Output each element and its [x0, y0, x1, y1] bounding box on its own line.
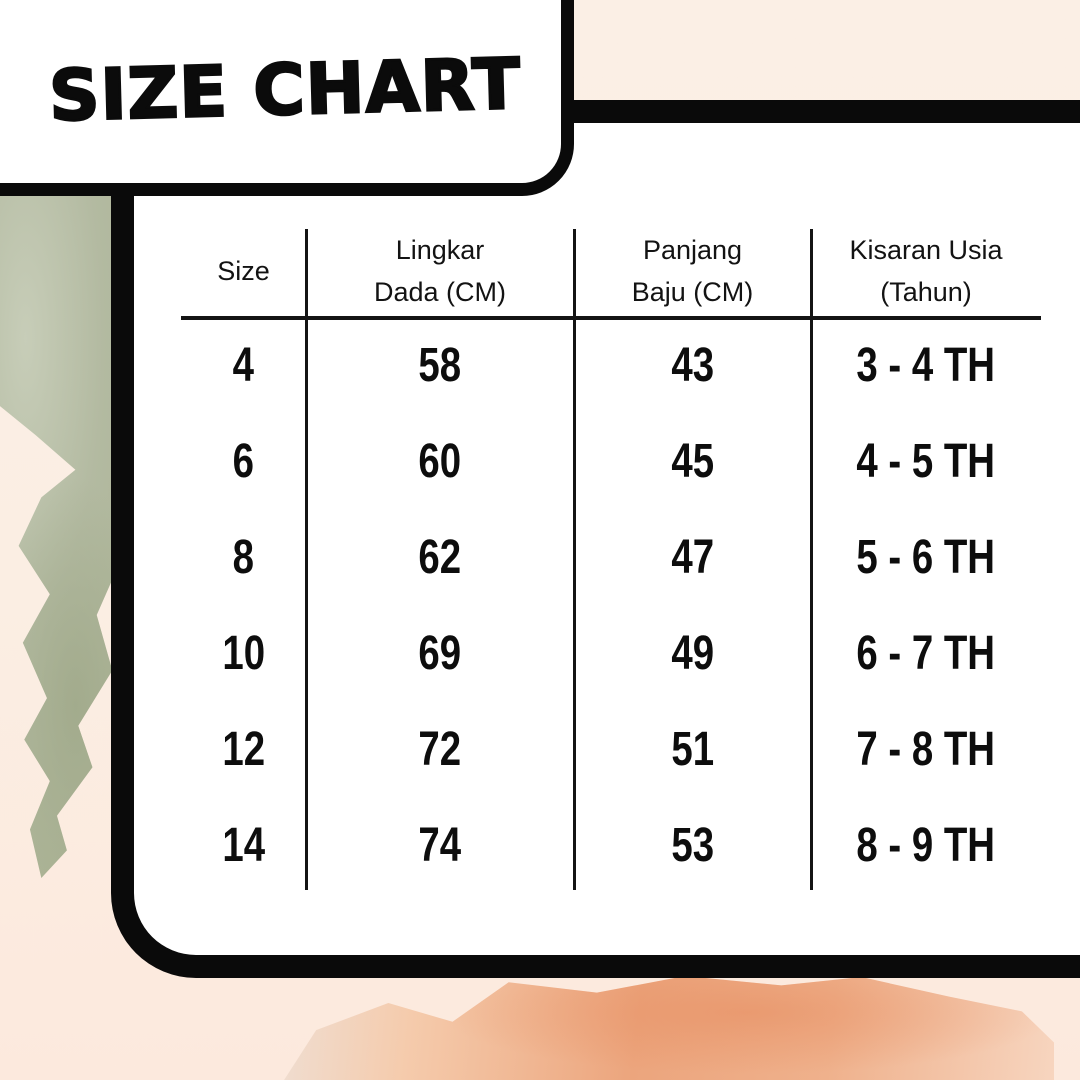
- column-divider: [573, 229, 576, 890]
- table-cell-size: 14: [222, 818, 265, 872]
- table-cell-lingkar-dada: 60: [418, 434, 462, 488]
- column-header-label: Lingkar: [395, 235, 485, 265]
- column-header-label: Kisaran Usia: [849, 235, 1003, 265]
- column-header-label: Size: [217, 256, 270, 286]
- column-header-label: Baju (CM): [631, 277, 754, 307]
- title-box: SIZE CHART: [0, 0, 574, 196]
- column-divider: [305, 229, 308, 890]
- column-header-label: (Tahun): [880, 277, 972, 307]
- table-cell-kisaran-usia: 3 - 4 TH: [856, 338, 996, 392]
- salmon-watercolor-brushstroke: [284, 976, 1054, 1080]
- column-header-size: Size: [181, 225, 306, 317]
- table-cell-panjang-baju: 47: [671, 530, 714, 584]
- column-header-label: Dada (CM): [373, 277, 507, 307]
- table-cell-size: 4: [232, 338, 255, 392]
- column-divider: [810, 229, 813, 890]
- table-cell-lingkar-dada: 72: [418, 722, 462, 776]
- table-cell-size: 12: [222, 722, 265, 776]
- table-cell-lingkar-dada: 69: [418, 626, 462, 680]
- table-cell-panjang-baju: 43: [671, 338, 714, 392]
- table-cell-size: 10: [222, 626, 265, 680]
- page-title: SIZE CHART: [47, 42, 524, 139]
- table-cell-lingkar-dada: 74: [418, 818, 462, 872]
- table-cell-kisaran-usia: 6 - 7 TH: [856, 626, 996, 680]
- table-cell-kisaran-usia: 8 - 9 TH: [856, 818, 996, 872]
- table-cell-panjang-baju: 51: [671, 722, 714, 776]
- sage-watercolor-blob: [0, 186, 118, 878]
- column-header-panjang-baju: Panjang Baju (CM): [574, 225, 811, 317]
- table-cell-size: 6: [232, 434, 255, 488]
- table-cell-kisaran-usia: 7 - 8 TH: [856, 722, 996, 776]
- column-header-label: Panjang: [642, 235, 743, 265]
- table-cell-lingkar-dada: 62: [418, 530, 462, 584]
- size-table: Size Lingkar Dada (CM) Panjang Baju (CM)…: [181, 225, 1041, 893]
- size-table-panel: Size Lingkar Dada (CM) Panjang Baju (CM)…: [111, 100, 1080, 978]
- header-divider: [181, 316, 1041, 320]
- column-header-kisaran-usia: Kisaran Usia (Tahun): [811, 225, 1041, 317]
- column-header-lingkar-dada: Lingkar Dada (CM): [306, 225, 574, 317]
- table-cell-panjang-baju: 49: [671, 626, 714, 680]
- table-cell-lingkar-dada: 58: [418, 338, 462, 392]
- table-cell-kisaran-usia: 5 - 6 TH: [856, 530, 996, 584]
- table-cell-size: 8: [232, 530, 255, 584]
- table-cell-kisaran-usia: 4 - 5 TH: [856, 434, 996, 488]
- table-cell-panjang-baju: 45: [671, 434, 714, 488]
- table-cell-panjang-baju: 53: [671, 818, 714, 872]
